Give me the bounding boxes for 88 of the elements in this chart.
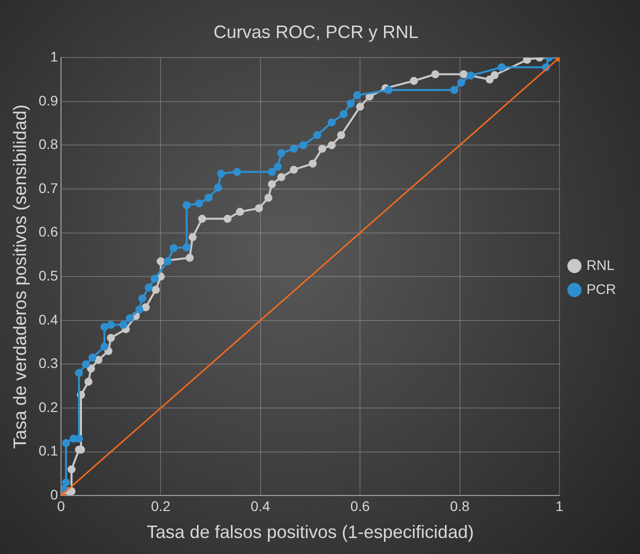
point (62, 439, 70, 448)
point (170, 244, 178, 252)
y-axis-title: Tasa de verdaderos positivos (sensibilidad) (10, 104, 30, 449)
point (353, 91, 362, 100)
point (217, 170, 226, 178)
point (523, 58, 532, 64)
legend-label: RNL (586, 256, 615, 273)
y-tick-label: 0.8 (38, 136, 58, 152)
point (138, 294, 146, 302)
point (431, 70, 440, 78)
point (156, 257, 165, 266)
y-tick-label: 1 (50, 48, 58, 64)
point (236, 208, 244, 216)
point (450, 86, 458, 94)
y-tick-label: 0 (50, 486, 58, 502)
point (224, 214, 232, 223)
y-tick-label: 0.4 (38, 311, 58, 328)
point (277, 149, 286, 158)
point (384, 86, 392, 94)
point (126, 314, 134, 322)
point (100, 322, 108, 331)
x-tick-label: 0.4 (250, 498, 270, 514)
y-tick-label: 0.5 (38, 267, 58, 284)
y-tick-label: 0.6 (38, 224, 58, 240)
point (264, 194, 272, 202)
point (328, 141, 336, 150)
point (460, 70, 468, 78)
chart-title: Curvas ROC, PCR y RNL (213, 22, 419, 42)
point (106, 320, 115, 329)
y-tick-label: 0.1 (38, 442, 58, 459)
point (254, 204, 263, 212)
point (410, 76, 418, 85)
x-tick-label: 0.6 (350, 498, 370, 514)
point (328, 118, 336, 126)
point (486, 76, 494, 84)
point (100, 342, 108, 351)
point (290, 166, 298, 174)
point (68, 465, 76, 474)
point (318, 144, 326, 153)
point (88, 354, 96, 362)
point (290, 144, 298, 153)
point (84, 378, 92, 386)
point (195, 199, 204, 208)
x-axis-title: Tasa de falsos positivos (1-especificidad) (146, 522, 474, 542)
point (204, 194, 213, 202)
point (106, 334, 115, 342)
y-tick-label: 0.3 (38, 355, 58, 372)
point (144, 284, 153, 292)
point (198, 214, 206, 223)
point (119, 320, 128, 329)
point (337, 131, 346, 140)
legend-label: PCR (586, 280, 616, 297)
point (182, 243, 191, 252)
point (498, 63, 506, 72)
point (232, 168, 241, 176)
point (75, 368, 84, 377)
point (268, 180, 276, 188)
point (308, 160, 317, 168)
point (457, 78, 466, 87)
point (75, 434, 84, 443)
point (150, 274, 159, 283)
point (188, 233, 197, 242)
point (299, 141, 308, 150)
point (142, 303, 150, 312)
point (313, 131, 322, 140)
point (277, 173, 286, 182)
point (186, 254, 194, 262)
y-tick-label: 0.9 (38, 92, 58, 108)
point (164, 257, 172, 266)
point (490, 71, 499, 80)
point (182, 201, 191, 210)
y-tick-label: 0.7 (38, 180, 58, 196)
point (135, 305, 144, 314)
point (356, 102, 364, 111)
point (466, 72, 475, 80)
point (214, 184, 222, 192)
point (268, 168, 276, 176)
point (62, 478, 70, 486)
point (82, 360, 90, 368)
x-tick-label: 0.2 (151, 498, 171, 514)
point (274, 162, 282, 171)
y-tick-label: 0.2 (38, 398, 58, 415)
point (346, 100, 355, 108)
x-tick-label: 1 (556, 498, 564, 514)
point (340, 110, 348, 118)
point (152, 286, 160, 294)
x-tick-label: 0.8 (450, 498, 470, 514)
point (86, 364, 95, 373)
